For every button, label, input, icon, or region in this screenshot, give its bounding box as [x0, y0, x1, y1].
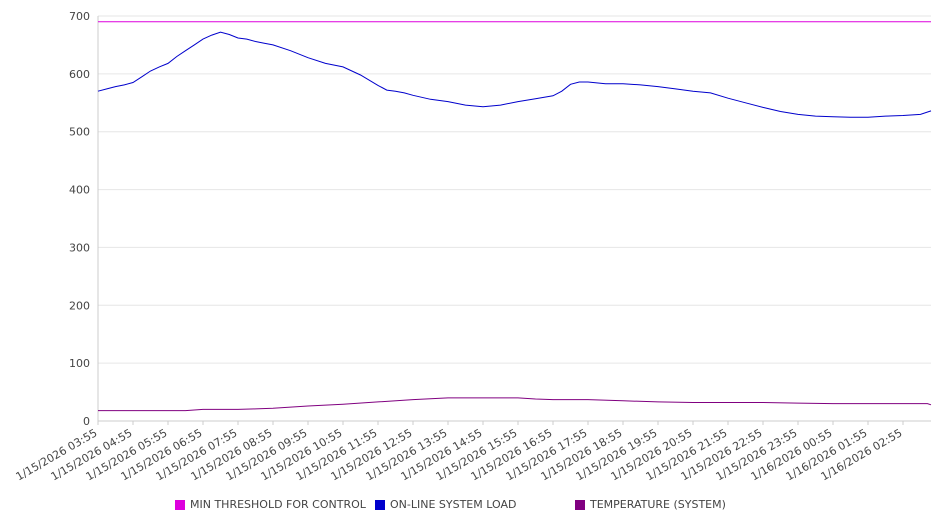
y-tick-label: 700 [69, 10, 90, 23]
y-tick-label: 600 [69, 68, 90, 81]
legend: MIN THRESHOLD FOR CONTROL ON-LINE SYSTEM… [0, 498, 946, 516]
legend-swatch [175, 499, 185, 510]
legend-swatch [575, 499, 585, 510]
axes [97, 16, 931, 425]
y-tick-label: 400 [69, 184, 90, 197]
legend-label: TEMPERATURE (SYSTEM) [590, 498, 726, 511]
y-tick-label: 200 [69, 299, 90, 312]
series-line-on-line-system-load [97, 31, 932, 118]
series-line-temperature-system [98, 397, 932, 412]
x-tick-labels: 1/15/2026 03:551/15/2026 04:551/15/2026 … [14, 426, 905, 483]
legend-label: MIN THRESHOLD FOR CONTROL [190, 498, 366, 511]
legend-item-system-load[interactable]: ON-LINE SYSTEM LOAD [375, 498, 516, 511]
y-tick-label: 500 [69, 126, 90, 139]
legend-label: ON-LINE SYSTEM LOAD [390, 498, 517, 511]
legend-swatch [375, 499, 385, 510]
y-tick-label: 100 [69, 357, 90, 370]
y-tick-labels: 0 100 200 300 400 500 600 700 [69, 10, 90, 428]
legend-item-temperature[interactable]: TEMPERATURE (SYSTEM) [575, 498, 726, 511]
series-lines [97, 21, 932, 412]
gridlines [98, 15, 931, 422]
y-tick-label: 0 [83, 415, 90, 428]
y-tick-label: 300 [69, 241, 90, 254]
legend-item-threshold[interactable]: MIN THRESHOLD FOR CONTROL [175, 498, 366, 511]
